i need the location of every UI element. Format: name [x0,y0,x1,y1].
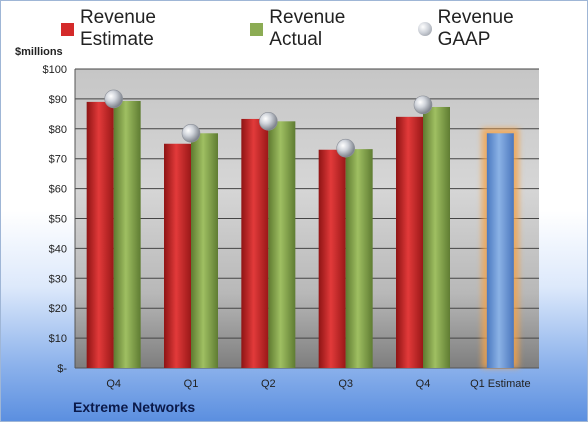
y-tick-label: $30 [49,273,67,285]
x-tick-label: Q4 [106,378,121,390]
company-name: Extreme Networks [73,399,196,415]
y-tick-label: $20 [49,303,67,315]
marker-revenue-gaap [259,112,278,131]
x-axis-ticks: Q4 Q1 Q2 Q3 Q4 Q1 Estimate [106,378,530,390]
bar-revenue-actual [113,100,141,369]
marker-revenue-gaap [104,89,123,109]
legend-swatch-revenue-gaap [417,22,432,36]
bar-revenue-estimate [318,149,346,368]
x-tick-label: Q1 [184,378,199,390]
y-tick-label: $- [57,363,67,375]
x-tick-label: Q2 [261,378,276,390]
x-tick-label: Q4 [416,378,431,390]
legend-swatch-revenue-estimate [61,22,74,36]
bar-revenue-actual [423,106,450,369]
marker-revenue-gaap [181,123,201,143]
bar-revenue-actual [268,121,296,368]
y-tick-label: $70 [49,154,67,166]
legend-swatch-revenue-actual [250,22,264,36]
bar-revenue-actual [345,149,373,368]
legend-label-revenue-estimate: Revenue Estimate [79,7,156,50]
y-tick-label: $80 [49,124,67,136]
legend-item-revenue-estimate: Revenue Estimate [61,7,234,51]
bar-revenue-estimate [396,116,423,368]
bar-revenue-estimate [164,143,191,368]
y-axis-unit-label: $millions [15,46,63,58]
y-tick-label: $90 [49,94,67,106]
legend-label-revenue-actual: Revenue Actual [269,7,346,50]
y-tick-label: $10 [49,333,67,345]
bar-q1-estimate [486,133,514,368]
legend-label-revenue-gaap: Revenue GAAP [437,7,514,50]
bar-revenue-estimate [86,101,114,368]
y-axis-ticks: $- $10 $20 $30 $40 $50 $60 $70 $80 $90 $100 [43,64,68,375]
gridlines [74,68,539,369]
chart-legend: Revenue Estimate Revenue Actual Revenue … [61,7,587,50]
marker-revenue-gaap [336,138,355,158]
y-tick-label: $50 [49,214,67,226]
bar-revenue-actual [191,133,218,368]
x-tick-label: Q1 Estimate [470,378,531,390]
gaap-markers [104,89,433,158]
legend-item-revenue-gaap: Revenue GAAP [417,7,571,51]
x-tick-label: Q3 [338,378,353,390]
y-tick-label: $100 [43,64,67,76]
marker-revenue-gaap [413,95,433,115]
bar-revenue-estimate [241,118,269,368]
y-tick-label: $60 [49,184,67,196]
bar-group [86,100,519,369]
legend-item-revenue-actual: Revenue Actual [250,7,401,51]
y-tick-label: $40 [49,243,67,255]
